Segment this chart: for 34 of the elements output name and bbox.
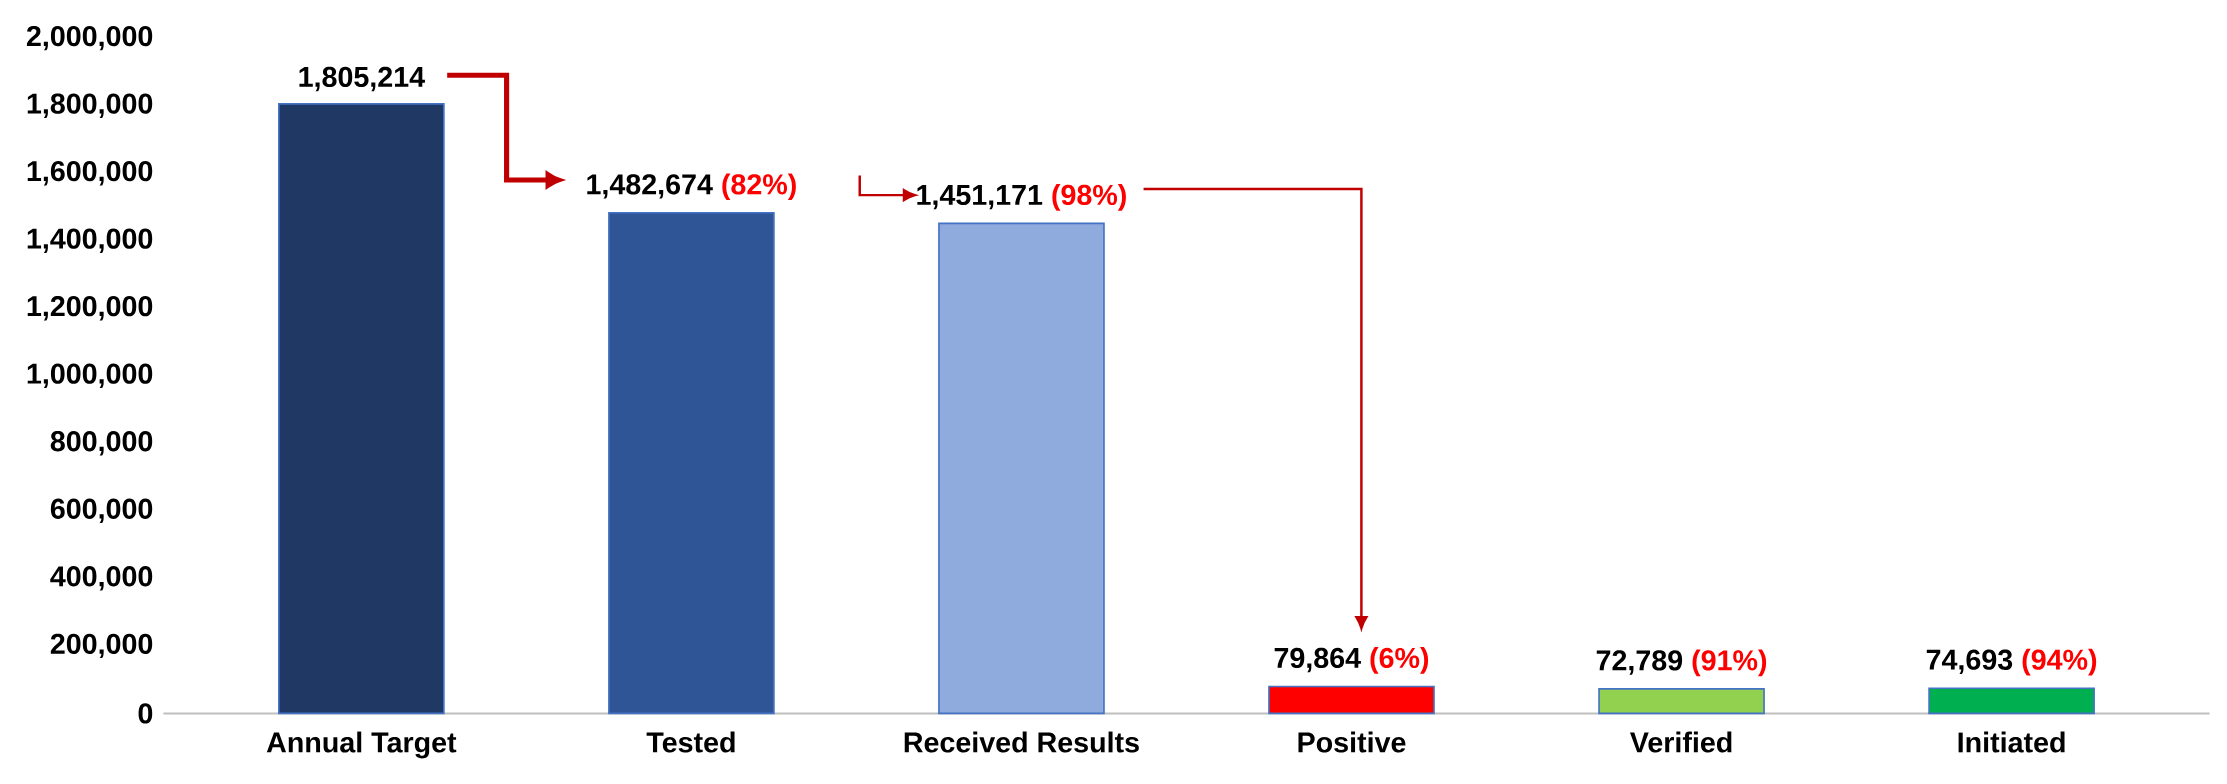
bar bbox=[278, 102, 445, 715]
bar bbox=[1928, 687, 2095, 715]
bar bbox=[1268, 685, 1435, 715]
annotation: (6%) bbox=[1370, 646, 1429, 674]
y-tick-label: 1,400,000 bbox=[27, 228, 153, 253]
data-label: 1,805,214 bbox=[299, 66, 425, 92]
x-tick-label: Verified bbox=[1629, 731, 1732, 753]
y-tick-label: 1,800,000 bbox=[27, 93, 153, 118]
data-label: 74,693 bbox=[1926, 649, 2013, 674]
y-tick-label: 400,000 bbox=[50, 565, 153, 591]
data-label: 79,864 bbox=[1274, 647, 1361, 673]
y-tick-label: 200,000 bbox=[50, 633, 153, 658]
y-tick-label: 1,200,000 bbox=[27, 295, 153, 321]
y-tick-label: 600,000 bbox=[50, 498, 153, 523]
y-tick-label: 800,000 bbox=[50, 430, 153, 456]
x-tick-label: Annual Target bbox=[266, 731, 457, 759]
y-tick-label: 2,000,000 bbox=[26, 25, 153, 51]
data-label: 1,482,674 bbox=[587, 173, 713, 199]
data-label: 1,451,171 bbox=[917, 184, 1043, 210]
annotation: (91%) bbox=[1692, 649, 1767, 676]
y-tick-label: 1,000,000 bbox=[27, 363, 153, 388]
x-tick-label: Initiated bbox=[1958, 731, 2065, 753]
x-tick-label: Positive bbox=[1298, 731, 1406, 753]
annotation: (94%) bbox=[2022, 648, 2097, 676]
annotation: (98%) bbox=[1052, 183, 1126, 211]
bar bbox=[1598, 687, 1765, 715]
y-tick-label: 0 bbox=[138, 703, 153, 724]
y-tick-label: 1,600,000 bbox=[27, 160, 153, 186]
annotation: (82%) bbox=[722, 173, 796, 200]
bar bbox=[608, 211, 775, 715]
data-label: 72,789 bbox=[1596, 650, 1683, 675]
x-tick-label: Received Results bbox=[904, 731, 1139, 753]
x-tick-label: Tested bbox=[646, 731, 735, 753]
bar bbox=[938, 222, 1105, 715]
